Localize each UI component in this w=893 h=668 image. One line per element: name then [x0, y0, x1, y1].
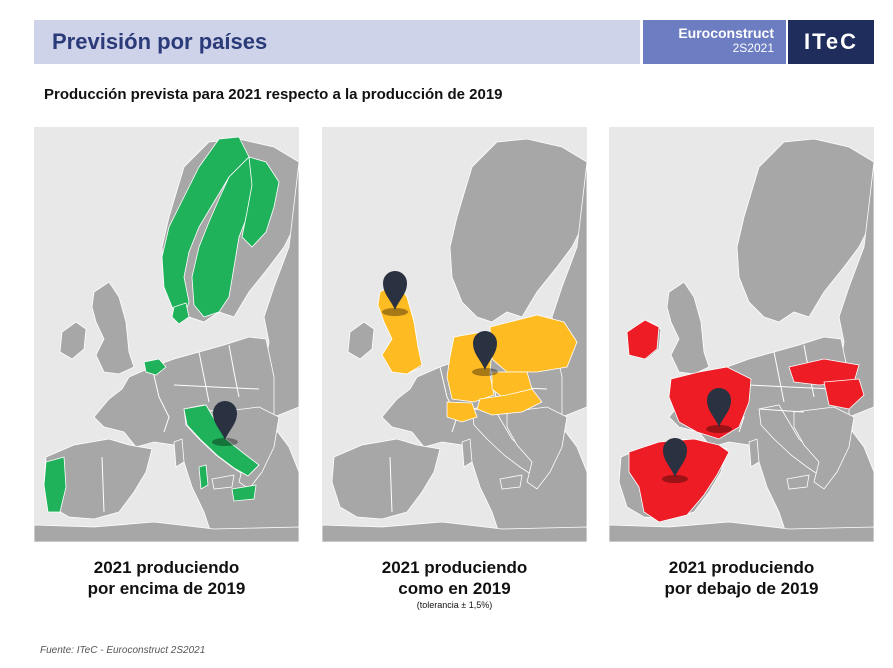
brand-box: Euroconstruct 2S2021: [643, 20, 786, 64]
country-austria: [476, 388, 543, 416]
country-portugal: [43, 456, 67, 513]
subtitle: Producción prevista para 2021 respecto a…: [44, 86, 503, 103]
brand-name: Euroconstruct: [678, 25, 774, 41]
country-finland: [241, 156, 280, 248]
source-note: Fuente: ITeC - Euroconstruct 2S2021: [40, 645, 206, 656]
caption-below-line2: por debajo de 2019: [664, 579, 819, 598]
map-below: [609, 138, 874, 542]
caption-below-line1: 2021 produciendo: [668, 558, 815, 577]
country-denmark: [171, 302, 190, 325]
caption-same: 2021 produciendo como en 2019 (toleranci…: [322, 557, 587, 611]
map-panel-above: [34, 127, 299, 542]
caption-same-line1: 2021 produciendo: [381, 558, 528, 577]
map-pin-icon: [212, 401, 238, 446]
map-panel-same: [322, 127, 587, 542]
caption-above-line1: 2021 produciendo: [93, 558, 240, 577]
map-pin-icon: [662, 438, 688, 483]
map-pin-icon: [706, 388, 732, 433]
country-poland: [489, 314, 578, 373]
itec-logo: ITeC: [788, 20, 874, 64]
caption-below: 2021 produciendo por debajo de 2019: [609, 557, 874, 599]
map-same: [322, 138, 587, 542]
header-bar: Previsión por países: [34, 20, 640, 64]
map-above: [34, 136, 299, 542]
country-italy-sicily: [231, 484, 257, 502]
caption-above: 2021 produciendo por encima de 2019: [34, 557, 299, 599]
country-switzerland: [446, 401, 478, 423]
country-belgium: [143, 358, 167, 376]
country-italy-sardinia: [198, 464, 209, 490]
caption-same-line2: como en 2019: [398, 579, 511, 598]
caption-above-line2: por encima de 2019: [87, 579, 246, 598]
brand-edition: 2S2021: [732, 41, 774, 55]
country-hungary: [823, 378, 865, 410]
map-panel-below: [609, 127, 874, 542]
country-united-kingdom: [377, 281, 423, 375]
map-pin-icon: [472, 331, 498, 376]
page-title: Previsión por países: [52, 29, 268, 54]
country-ireland: [626, 319, 660, 360]
tolerance-note: (tolerancia ± 1,5%): [416, 600, 493, 610]
map-pin-icon: [382, 271, 408, 316]
